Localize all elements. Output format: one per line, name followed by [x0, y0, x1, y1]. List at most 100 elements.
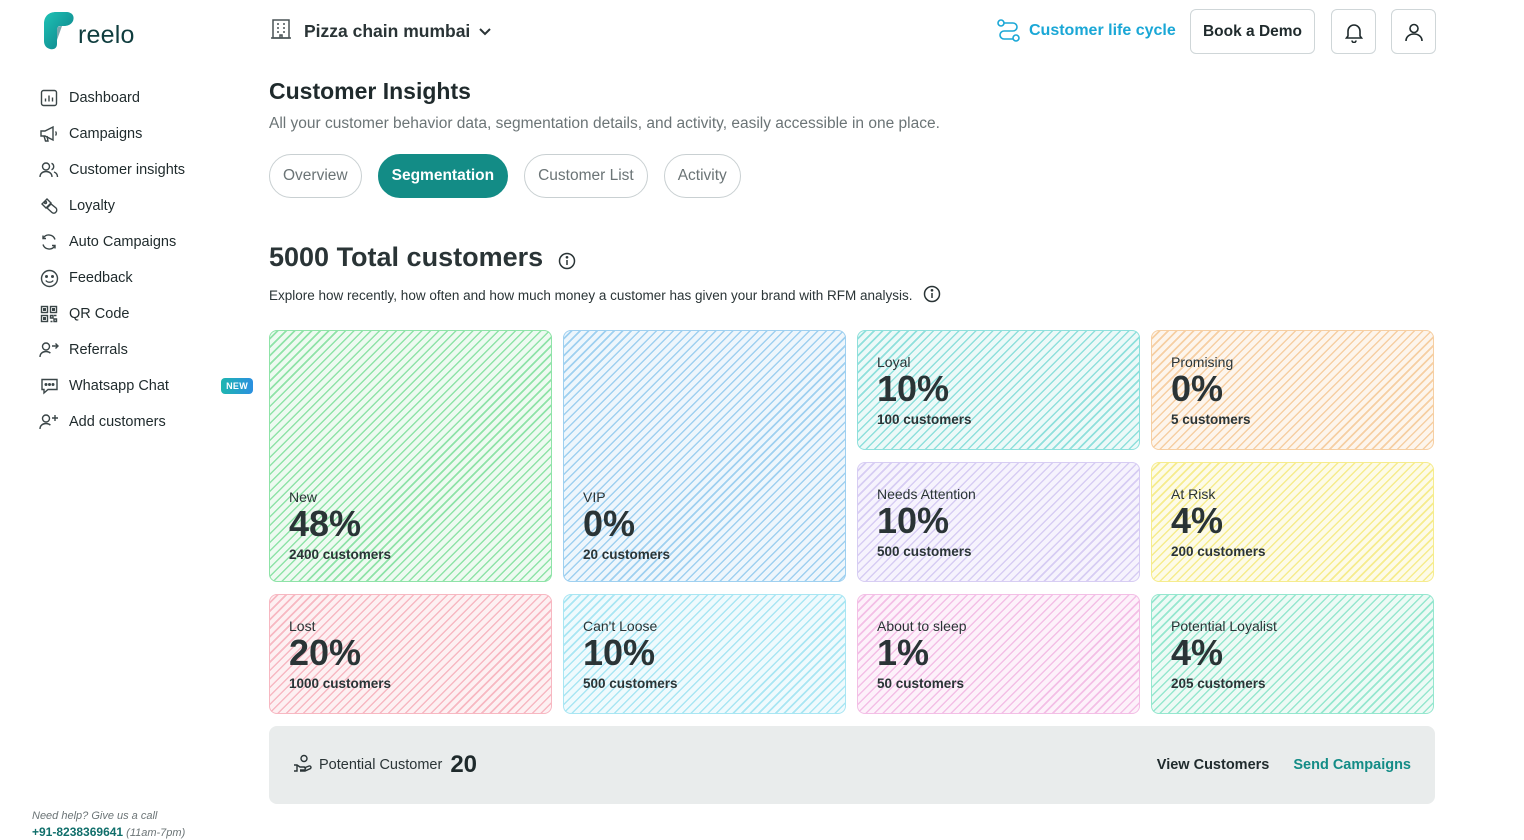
profile-button[interactable] — [1391, 9, 1436, 54]
user-icon — [1404, 23, 1423, 41]
segment-name: At Risk — [1171, 485, 1216, 502]
building-icon — [270, 18, 292, 45]
info-icon[interactable] — [558, 246, 576, 277]
segment-name: Lost — [289, 617, 316, 634]
sidebar-item-qr-code[interactable]: QR Code — [38, 296, 253, 332]
potential-value: 20 — [450, 751, 478, 778]
sidebar-item-label: Add customers — [69, 414, 166, 430]
sidebar-item-referrals[interactable]: Referrals — [38, 332, 253, 368]
help-box: Need help? Give us a call +91-8238369641… — [32, 808, 185, 840]
segment-name: Promising — [1171, 353, 1234, 370]
sidebar-item-label: Loyalty — [69, 198, 115, 214]
segment-count: 200 customers — [1171, 543, 1266, 559]
rfm-description-text: Explore how recently, how often and how … — [269, 288, 913, 303]
segment-percent: 20% — [289, 631, 362, 673]
sidebar-item-dashboard[interactable]: Dashboard — [38, 80, 253, 116]
sidebar-item-feedback[interactable]: Feedback — [38, 260, 253, 296]
loyalty-icon — [38, 195, 60, 217]
segment-card-potential-loyalist[interactable]: Potential Loyalist 4% 205 customers — [1151, 594, 1434, 714]
rfm-description: Explore how recently, how often and how … — [269, 285, 941, 306]
sidebar-item-loyalty[interactable]: Loyalty — [38, 188, 253, 224]
tab-activity[interactable]: Activity — [663, 154, 741, 198]
segment-card-loyal[interactable]: Loyal 10% 100 customers — [857, 330, 1140, 450]
segment-count: 50 customers — [877, 675, 965, 691]
info-icon[interactable] — [923, 285, 941, 306]
new-badge: NEW — [221, 378, 253, 394]
page-subtitle: All your customer behavior data, segment… — [269, 115, 940, 132]
segments-grid: New 48% 2400 customers VIP 0% 20 custome… — [269, 330, 1435, 714]
segment-name: About to sleep — [877, 617, 967, 634]
insight-tabs: Overview Segmentation Customer List Acti… — [269, 154, 741, 198]
segment-count: 500 customers — [877, 543, 972, 559]
segment-card-new[interactable]: New 48% 2400 customers — [269, 330, 552, 582]
segment-count: 1000 customers — [289, 675, 392, 691]
lifecycle-icon — [997, 19, 1020, 42]
help-phone[interactable]: +91-8238369641 — [32, 825, 124, 839]
segment-name: Can't Loose — [583, 617, 658, 634]
sidebar-item-label: Customer insights — [69, 162, 186, 178]
segment-percent: 1% — [877, 631, 930, 673]
potential-customer-bar: Potential Customer 20 View Customers Sen… — [269, 726, 1435, 804]
sidebar-item-label: Auto Campaigns — [69, 234, 177, 250]
refresh-icon — [38, 231, 60, 253]
segment-percent: 0% — [1171, 367, 1224, 409]
segment-percent: 4% — [1171, 631, 1224, 673]
bell-icon — [1344, 23, 1363, 43]
book-demo-button[interactable]: Book a Demo — [1190, 9, 1315, 54]
tab-overview[interactable]: Overview — [269, 154, 362, 198]
total-customers-text: 5000 Total customers — [269, 242, 544, 272]
help-contact: +91-8238369641 (11am-7pm) — [32, 824, 185, 840]
sidebar-item-auto-campaigns[interactable]: Auto Campaigns — [38, 224, 253, 260]
total-customers-heading: 5000 Total customers — [269, 238, 576, 277]
segment-name: New — [289, 489, 318, 505]
segment-card-about-to-sleep[interactable]: About to sleep 1% 50 customers — [857, 594, 1140, 714]
tab-segmentation[interactable]: Segmentation — [377, 154, 509, 198]
segment-card-lost[interactable]: Lost 20% 1000 customers — [269, 594, 552, 714]
notifications-button[interactable] — [1331, 9, 1376, 54]
sidebar-item-label: Whatsapp Chat — [69, 378, 169, 394]
sidebar: reelo Dashboard Campaigns Customer insig… — [0, 0, 258, 840]
segment-name: Needs Attention — [877, 485, 976, 502]
view-customers-link[interactable]: View Customers — [1156, 757, 1270, 773]
bar-chart-icon — [38, 87, 60, 109]
chat-icon — [38, 375, 60, 397]
smiley-icon — [38, 267, 60, 289]
qr-code-icon — [38, 303, 60, 325]
page-title: Customer Insights — [269, 78, 471, 104]
sidebar-item-label: QR Code — [69, 306, 130, 322]
sidebar-item-label: Dashboard — [69, 90, 140, 106]
segment-name: Loyal — [877, 353, 911, 370]
segment-card-promising[interactable]: Promising 0% 5 customers — [1151, 330, 1434, 450]
sidebar-item-campaigns[interactable]: Campaigns — [38, 116, 253, 152]
reelo-logo[interactable]: reelo — [40, 10, 135, 50]
sidebar-item-whatsapp-chat[interactable]: Whatsapp Chat NEW — [38, 368, 253, 404]
sidebar-item-add-customers[interactable]: Add customers — [38, 404, 253, 440]
segment-name: Potential Loyalist — [1171, 617, 1277, 634]
segment-name: VIP — [583, 489, 606, 505]
segment-count: 205 customers — [1171, 675, 1266, 691]
segment-percent: 10% — [877, 367, 950, 409]
potential-label: Potential Customer — [319, 757, 443, 773]
referral-icon — [38, 339, 60, 361]
brand-name: reelo — [78, 21, 135, 49]
send-campaigns-link[interactable]: Send Campaigns — [1293, 757, 1411, 773]
segment-card-cant-loose[interactable]: Can't Loose 10% 500 customers — [563, 594, 846, 714]
sidebar-item-label: Campaigns — [69, 126, 143, 142]
help-text: Need help? Give us a call — [32, 810, 158, 822]
segment-count: 500 customers — [583, 675, 678, 691]
coin-hand-icon — [293, 754, 313, 777]
segment-percent: 48% — [289, 503, 362, 544]
tab-customer-list[interactable]: Customer List — [524, 154, 648, 198]
reelo-logo-mark — [40, 10, 76, 50]
help-hours: (11am-7pm) — [126, 827, 186, 839]
customer-lifecycle-link[interactable]: Customer life cycle — [996, 18, 1176, 43]
segment-card-at-risk[interactable]: At Risk 4% 200 customers — [1151, 462, 1434, 582]
segment-percent: 10% — [877, 499, 950, 541]
sidebar-item-customer-insights[interactable]: Customer insights — [38, 152, 253, 188]
segment-count: 2400 customers — [289, 547, 392, 562]
sidebar-nav: Dashboard Campaigns Customer insights Lo… — [38, 80, 253, 440]
segment-card-needs-attention[interactable]: Needs Attention 10% 500 customers — [857, 462, 1140, 582]
segment-card-vip[interactable]: VIP 0% 20 customers — [563, 330, 846, 582]
org-selector[interactable]: Pizza chain mumbai — [270, 18, 492, 45]
users-icon — [38, 159, 60, 181]
